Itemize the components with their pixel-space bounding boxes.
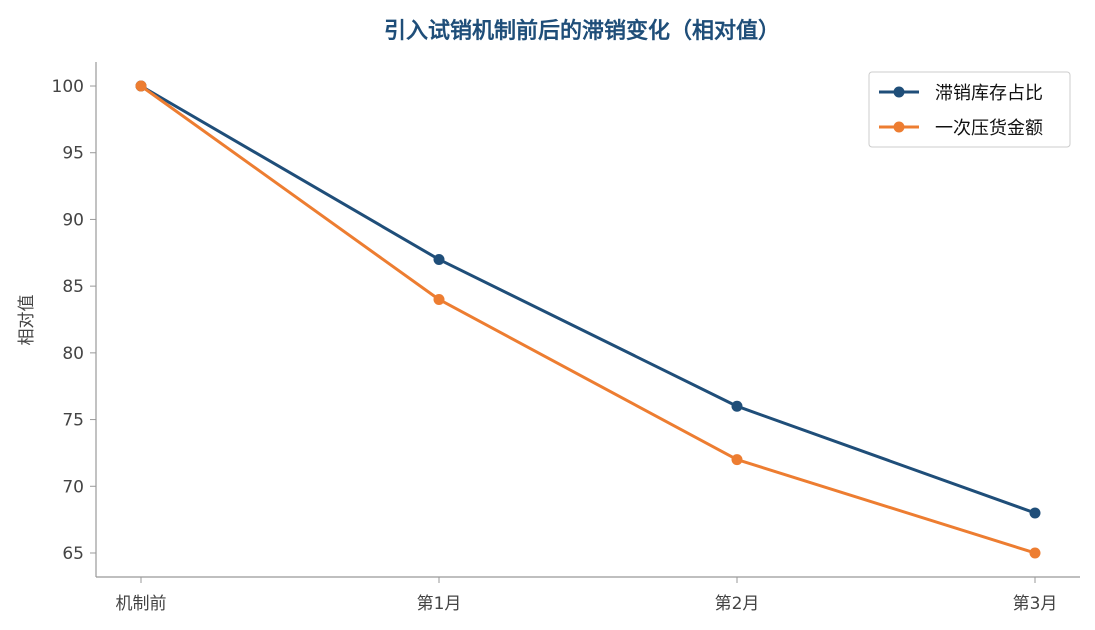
series-line-2 <box>139 84 1037 555</box>
y-tick-label: 80 <box>62 344 84 364</box>
x-tick-label: 机制前 <box>116 594 167 614</box>
x-tick-label: 第3月 <box>1013 594 1058 614</box>
y-axis-label: 相对值 <box>17 295 37 346</box>
series-line-1 <box>139 84 1037 515</box>
data-point <box>433 253 445 265</box>
y-tick-label: 90 <box>62 210 84 230</box>
data-point <box>135 80 147 92</box>
y-tick-label: 95 <box>62 144 84 164</box>
x-axis-ticks: 机制前 第1月 第2月 第3月 <box>116 577 1058 614</box>
legend-marker <box>893 86 905 98</box>
y-axis-ticks: 65 70 75 80 85 90 95 100 <box>52 77 96 564</box>
legend-box <box>868 71 1071 148</box>
data-point <box>731 400 743 412</box>
y-tick-label: 85 <box>62 277 84 297</box>
x-tick-label: 第1月 <box>417 594 462 614</box>
data-point <box>433 293 445 305</box>
axes <box>95 62 1080 578</box>
legend-marker <box>893 121 905 133</box>
y-tick-label: 100 <box>52 77 84 97</box>
series-layer <box>135 80 1041 559</box>
data-point <box>731 454 743 466</box>
data-point <box>1029 547 1041 559</box>
legend-label: 一次压货金额 <box>935 118 1043 139</box>
y-tick-label: 65 <box>62 544 84 564</box>
y-tick-label: 70 <box>62 477 84 497</box>
y-tick-label: 75 <box>62 411 84 431</box>
legend-label: 滞销库存占比 <box>935 83 1043 104</box>
chart-title: 引入试销机制前后的滞销变化（相对值） <box>384 18 780 44</box>
data-point <box>1029 507 1041 519</box>
x-tick-label: 第2月 <box>715 594 760 614</box>
